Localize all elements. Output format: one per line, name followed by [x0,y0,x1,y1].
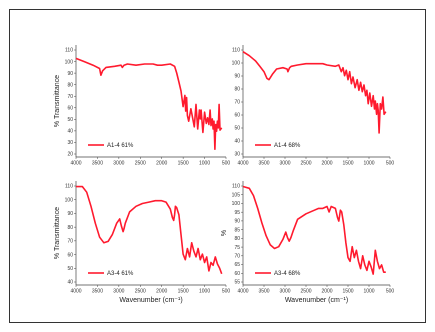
x-tick-label: 3000 [279,289,290,295]
y-tick-label: 30 [67,140,73,146]
y-tick-label: 100 [65,59,74,65]
x-tick-label: 3500 [258,289,269,295]
x-tick-label: 3000 [113,161,124,167]
y-tick-label: 110 [232,48,240,54]
x-tick-label: 2000 [321,161,332,167]
y-tick-label: 90 [234,219,240,225]
x-tick-label: 4000 [237,289,248,295]
y-tick-label: 105 [232,192,241,198]
y-tick-label: 90 [67,211,73,217]
y-tick-label: 80 [234,236,240,242]
y-tick-label: 100 [65,197,74,203]
x-tick-label: 1000 [363,289,374,295]
figure-frame [9,9,426,323]
y-tick-label: 50 [67,117,73,123]
chart-panel-2: 110 100 90 80 70 60 50 40 30 4000 3500 3000 2500 2000… [232,45,395,167]
y-tick-label: 65 [234,262,240,268]
y-tick-label: 110 [65,184,73,190]
x-tick-label: 2000 [156,289,167,295]
x-tick-label: 1000 [199,161,210,167]
x-tick-label: 2500 [300,161,311,167]
y-tick-label: 90 [234,74,240,80]
y-tick-label: 85 [234,227,240,233]
chart-panel-4: 110 105 100 95 90 85 80 75 70 65 60 55 4000 3500 3000 2… [221,181,394,304]
x-tick-label: 3500 [92,289,103,295]
x-tick-label: 1000 [363,161,374,167]
x-tick-label: 1500 [178,161,189,167]
x-tick-label: 4000 [70,161,81,167]
y-tick-label: 90 [67,71,73,77]
x-tick-label: 2000 [321,289,332,295]
y-tick-label: 110 [232,184,240,190]
y-axis-title: % Transmittance [54,207,61,259]
x-tick-label: 3000 [279,161,290,167]
y-tick-label: 70 [234,100,240,106]
legend-label: A3-4 68% [274,271,301,277]
y-tick-label: 60 [234,113,240,119]
x-tick-label: 2500 [300,289,311,295]
x-tick-label: 3500 [92,161,103,167]
x-tick-label: 1000 [199,289,210,295]
x-axis-title: Wavenumber (cm⁻¹) [119,297,182,304]
series-line [242,185,386,275]
y-tick-label: 55 [234,280,240,286]
x-axis-title: Wavenumber (cm⁻¹) [285,297,348,304]
y-tick-label: 80 [67,225,73,231]
x-tick-label: 500 [386,289,395,295]
series-line [76,185,223,275]
x-tick-label: 2500 [135,289,146,295]
y-tick-label: 80 [67,82,73,88]
y-tick-label: 70 [67,94,73,100]
legend-label: A1-4 68% [274,143,301,149]
x-tick-label: 4000 [237,161,248,167]
y-tick-label: 50 [67,266,73,272]
y-tick-label: 110 [65,48,73,54]
x-tick-label: 1500 [342,161,353,167]
y-tick-label: 50 [234,126,240,132]
y-axis-title: % [221,230,228,236]
y-tick-label: 95 [234,210,240,216]
x-tick-label: 500 [222,161,231,167]
y-tick-label: 80 [234,87,240,93]
chart-panel-3: 110 100 90 80 70 60 50 40 4000 3500 3000 2500 2000 15… [54,181,230,304]
x-tick-label: 1500 [178,289,189,295]
legend-label: A3-4 61% [107,271,134,277]
y-tick-label: 40 [67,129,73,135]
x-tick-label: 500 [222,289,231,295]
x-tick-label: 2500 [135,161,146,167]
series-line [75,57,223,150]
y-tick-label: 20 [67,152,73,158]
legend-label: A1-4 61% [107,143,134,149]
x-tick-label: 3000 [113,289,124,295]
y-tick-label: 30 [234,152,240,158]
y-tick-label: 40 [234,139,240,145]
y-tick-label: 40 [67,280,73,286]
y-tick-label: 100 [232,61,241,67]
x-tick-label: 3500 [258,161,269,167]
x-tick-label: 500 [386,161,395,167]
y-tick-label: 60 [67,105,73,111]
chart-panel-1: 110 100 90 80 70 60 50 40 30 20 4000 3500 3000 2500 20… [54,45,230,167]
x-tick-label: 2000 [156,161,167,167]
y-tick-label: 70 [234,254,240,260]
y-tick-label: 70 [67,239,73,245]
x-tick-label: 1500 [342,289,353,295]
y-tick-label: 75 [234,245,240,251]
series-line [242,51,387,134]
y-tick-label: 60 [234,271,240,277]
y-tick-label: 60 [67,252,73,258]
y-axis-title: % Transmittance [54,75,61,127]
y-tick-label: 100 [232,201,241,207]
x-tick-label: 4000 [70,289,81,295]
